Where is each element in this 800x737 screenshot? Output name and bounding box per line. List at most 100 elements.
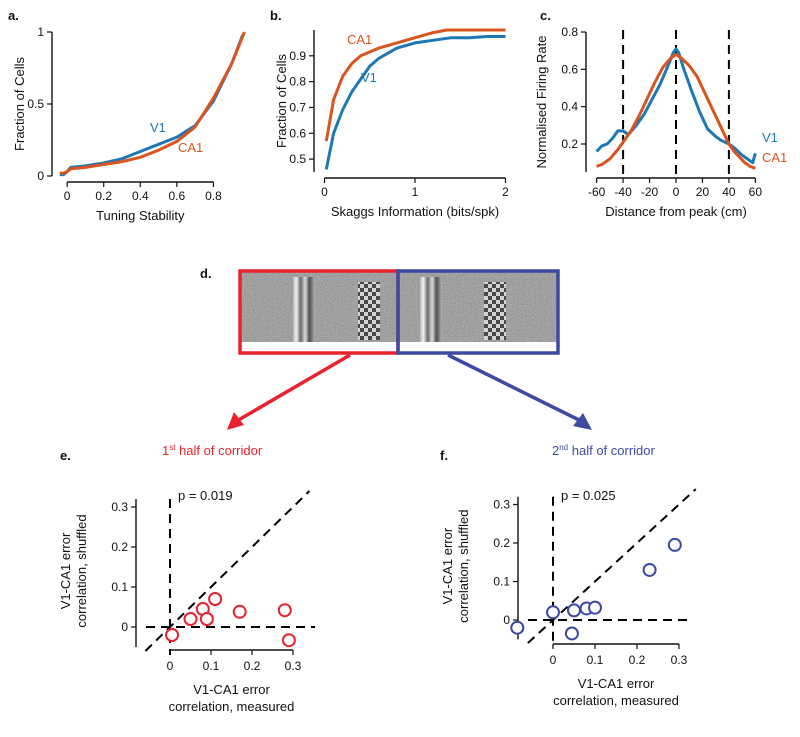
x-tick-label: -60 xyxy=(588,185,606,199)
caption-second-sup: nd xyxy=(559,443,568,452)
y-tick-label: 0.3 xyxy=(493,498,510,512)
series-line-v1 xyxy=(324,35,506,170)
scatter-point xyxy=(667,537,682,552)
y-tick-label: 0.6 xyxy=(561,62,578,76)
y-tick-label: 0 xyxy=(37,169,44,183)
scatter-point xyxy=(183,612,198,626)
series-label-ca1: CA1 xyxy=(178,140,203,155)
x-tick-label: 0.6 xyxy=(169,189,186,203)
x-tick-label: 60 xyxy=(749,185,763,199)
first-half-arrow xyxy=(234,353,351,424)
scatter-point xyxy=(546,605,560,620)
y-tick-label: 0.2 xyxy=(493,536,510,550)
y-tick-label: 0.6 xyxy=(289,126,306,140)
x-tick-label: 1 xyxy=(412,185,419,199)
y-tick-label: 0.2 xyxy=(111,540,128,554)
scatter-point xyxy=(165,628,180,642)
scatter-point xyxy=(199,612,214,626)
caption-first-sup: st xyxy=(169,443,176,452)
x-tick-label: 0.2 xyxy=(244,659,261,673)
y-tick-label: 0 xyxy=(503,613,510,627)
series-line-ca1 xyxy=(596,52,756,170)
chart-b-skaggs-information: 0 1 2 0.5 0.6 0.7 0.8 0.9 Skaggs Information (bi… xyxy=(274,28,509,219)
second-half-arrowhead xyxy=(573,413,592,430)
corridor-checker-2 xyxy=(484,282,506,340)
first-half-arrowhead xyxy=(227,412,244,430)
y-tick-label: 0.7 xyxy=(289,100,306,114)
x-tick-label: 0 xyxy=(550,653,557,667)
x-tick-label: -40 xyxy=(614,185,632,199)
series-label-v1: V1 xyxy=(762,130,778,145)
x-axis-label-line1: V1-CA1 error xyxy=(193,682,270,697)
series-label-v1: V1 xyxy=(361,70,377,85)
panel-label-d: d. xyxy=(200,266,212,281)
y-axis-label: Fraction of Cells xyxy=(12,57,27,151)
panel-label-f: f. xyxy=(440,448,448,463)
corridor-checker-1 xyxy=(358,282,380,340)
y-axis-label: Fraction of Cells xyxy=(274,54,289,148)
corridor-grating-2 xyxy=(420,277,442,342)
x-tick-label: 0 xyxy=(673,185,680,199)
caption-second-rest: half of corridor xyxy=(568,443,655,458)
caption-first-rest: half of corridor xyxy=(175,443,262,458)
x-axis-label: Distance from peak (cm) xyxy=(605,204,747,219)
second-half-box xyxy=(396,269,560,355)
x-tick-label: 2 xyxy=(502,185,509,199)
y-tick-label: 1 xyxy=(37,25,44,39)
chart-a-tuning-stability: 0 0.2 0.4 0.6 0.8 0 0.5 1 Tuning Stability Fracti… xyxy=(12,25,246,223)
scatter-point xyxy=(208,592,223,606)
y-tick-label: 0.8 xyxy=(289,75,306,89)
x-axis-label-line1: V1-CA1 error xyxy=(578,676,655,691)
caption-first-half: 1st half of corridor xyxy=(162,443,263,458)
x-tick-label: 0 xyxy=(167,659,174,673)
caption-second-half: 2nd half of corridor xyxy=(552,443,656,458)
y-tick-label: 0.8 xyxy=(561,25,578,39)
y-tick-label: 0.1 xyxy=(493,575,510,589)
panel-label-e: e. xyxy=(60,448,71,463)
chart-c-firing-rate: -60 -40 -20 0 20 40 60 0.2 0.4 0.6 0.8 Distance fro… xyxy=(534,25,787,219)
y-axis-label: Normalised Firing Rate xyxy=(534,36,549,169)
x-tick-label: 0.2 xyxy=(95,189,112,203)
series-line-ca1 xyxy=(324,28,506,142)
x-tick-label: 0.3 xyxy=(671,653,688,667)
scatter-point xyxy=(510,620,525,635)
y-tick-label: 0.5 xyxy=(289,152,306,166)
series-label-ca1: CA1 xyxy=(347,32,372,47)
y-axis-label-line2: correlation, shuffled xyxy=(74,514,89,627)
y-tick-label: 0.4 xyxy=(561,100,578,114)
y-tick-label: 0.5 xyxy=(27,97,44,111)
caption-first-number: 1 xyxy=(162,443,169,458)
y-axis-label-line2: correlation, shuffled xyxy=(456,509,471,622)
corridor-image xyxy=(227,269,592,430)
panel-label-b: b. xyxy=(270,8,282,23)
y-tick-label: 0 xyxy=(121,620,128,634)
scatter-point xyxy=(281,633,296,648)
x-axis-label-line2: correlation, measured xyxy=(169,699,295,714)
scatter-point xyxy=(564,626,579,641)
x-tick-label: 0 xyxy=(64,189,71,203)
x-tick-label: 40 xyxy=(722,185,736,199)
p-value-label: p = 0.025 xyxy=(561,488,616,503)
scatter-point xyxy=(642,562,657,577)
y-tick-label: 0.1 xyxy=(111,580,128,594)
y-tick-label: 0.3 xyxy=(111,500,128,514)
scatter-point xyxy=(588,600,602,615)
y-tick-label: 0.9 xyxy=(289,49,306,63)
x-axis-label: Skaggs Information (bits/spk) xyxy=(331,204,499,219)
series-label-ca1: CA1 xyxy=(762,150,787,165)
x-tick-label: 0.3 xyxy=(285,659,302,673)
scatter-point xyxy=(277,603,292,618)
x-tick-label: 0.1 xyxy=(587,653,604,667)
x-tick-label: 20 xyxy=(696,185,710,199)
x-axis-label: Tuning Stability xyxy=(96,208,185,223)
y-axis-label-line1: V1-CA1 error xyxy=(440,527,455,604)
x-tick-label: 0 xyxy=(321,185,328,199)
x-axis-label-line2: correlation, measured xyxy=(553,693,679,708)
series-line-ca1 xyxy=(59,31,246,175)
caption-second-number: 2 xyxy=(552,443,559,458)
x-tick-label: 0.1 xyxy=(203,659,220,673)
x-tick-label: 0.8 xyxy=(205,189,222,203)
identity-line xyxy=(144,490,311,652)
y-tick-label: 0.2 xyxy=(561,137,578,151)
